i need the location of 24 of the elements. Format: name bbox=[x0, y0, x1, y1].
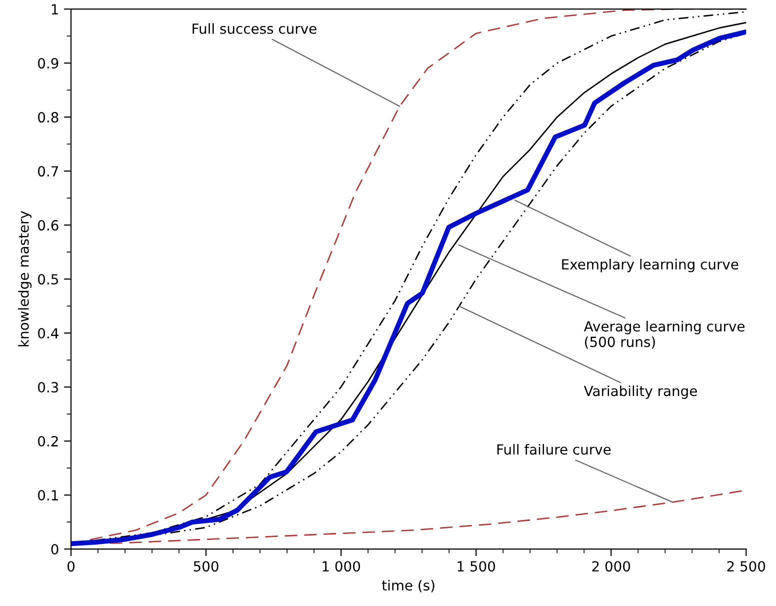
annotation: Average learning curve (500 runs) bbox=[584, 320, 744, 349]
annotation: Full failure curve bbox=[497, 444, 611, 455]
x-tick-label: 1 500 bbox=[458, 561, 496, 572]
annotation: Variability range bbox=[584, 385, 697, 399]
y-tick-label: 0.3 bbox=[38, 382, 58, 393]
x-tick-label: 1 000 bbox=[322, 561, 360, 572]
y-tick-label: 0.5 bbox=[38, 274, 58, 285]
y-tick-label: 0.2 bbox=[38, 436, 58, 447]
x-tick-label: 500 bbox=[194, 561, 218, 572]
y-tick-label: 0 bbox=[51, 544, 58, 555]
y-tick-label: 1 bbox=[52, 4, 58, 14]
x-axis-title: time (s) bbox=[382, 580, 434, 592]
y-tick-label: 0.4 bbox=[38, 328, 58, 339]
y-tick-label: 0.6 bbox=[38, 220, 58, 231]
y-tick-label: 0.7 bbox=[38, 166, 58, 177]
x-tick-label: 2 000 bbox=[592, 561, 630, 572]
y-tick-label: 0.9 bbox=[38, 58, 58, 69]
x-tick-label: 2 500 bbox=[727, 561, 766, 572]
x-tick-label: 0 bbox=[68, 561, 74, 572]
annotation: Exemplary learning curve bbox=[562, 258, 738, 272]
y-tick-label: 0.1 bbox=[38, 490, 58, 501]
y-axis-title: knowledge mastery bbox=[18, 211, 32, 346]
y-tick-label: 0.8 bbox=[38, 112, 58, 123]
annotation: Full success curve bbox=[192, 23, 316, 34]
